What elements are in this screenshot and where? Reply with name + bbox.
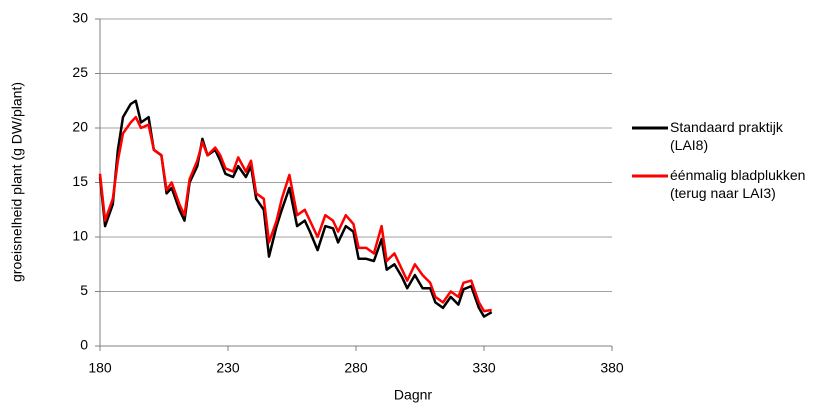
x-tick-label: 180: [88, 360, 112, 376]
x-tick-label: 330: [472, 360, 496, 376]
y-tick-label: 15: [72, 173, 88, 189]
x-tick-label: 380: [600, 360, 624, 376]
y-tick-label: 20: [72, 119, 88, 135]
legend-label: éénmalig bladplukken (terug naar LAI3): [670, 167, 805, 201]
y-tick-label: 10: [72, 228, 88, 244]
y-tick-label: 25: [72, 64, 88, 80]
series-line: [98, 115, 492, 313]
x-tick-label: 280: [344, 360, 368, 376]
x-axis-label: Dagnr: [394, 387, 432, 403]
legend-label: Standaard praktijk (LAI8): [670, 119, 784, 153]
y-tick-label: 0: [80, 337, 88, 353]
y-tick-label: 5: [80, 282, 88, 298]
x-tick-label: 230: [216, 360, 240, 376]
y-tick-label: 30: [72, 10, 88, 26]
y-axis-label: groeisnelheid plant (g DW/plant): [9, 82, 25, 282]
